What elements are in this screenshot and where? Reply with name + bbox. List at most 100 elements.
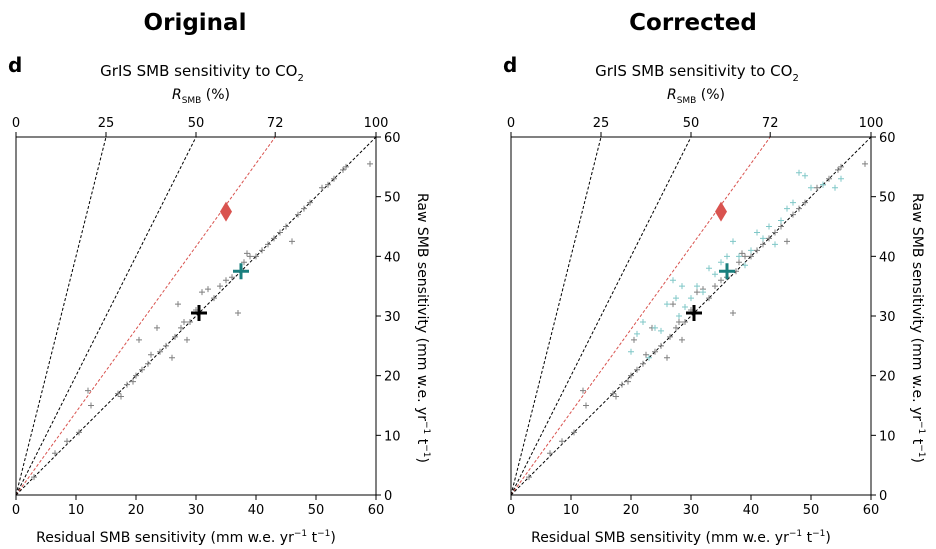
- y-tick-label: 20: [384, 370, 401, 385]
- x-axis-label-superscript-2: −1: [812, 529, 825, 539]
- x-axis-label-superscript-2: −1: [317, 529, 330, 539]
- x-tick-label: 40: [743, 503, 760, 518]
- data-point-series-1: [235, 310, 241, 317]
- data-point-series-1: [814, 184, 820, 191]
- y-tick-label: 30: [384, 310, 401, 325]
- data-point-series-1: [118, 393, 124, 400]
- data-point-series-1: [265, 241, 271, 248]
- data-point-series-1: [730, 310, 736, 317]
- data-point-series-1: [634, 366, 640, 373]
- top-title-subscript: 2: [297, 73, 303, 84]
- data-point-series-2: [730, 238, 736, 245]
- data-point-series-1: [742, 253, 748, 260]
- data-point-series-1: [319, 184, 325, 191]
- data-point-series-2: [766, 223, 772, 230]
- data-point-series-1: [289, 238, 295, 245]
- data-point-series-2: [676, 313, 682, 319]
- y-tick-label: 30: [879, 310, 896, 325]
- data-point-series-2: [664, 301, 670, 308]
- x-tick-label: 0: [507, 503, 515, 518]
- data-point-series-2: [718, 259, 724, 266]
- x-tick-label: 10: [68, 503, 85, 518]
- y-tick-label: 10: [384, 429, 401, 444]
- data-point-series-1: [613, 393, 619, 400]
- data-point-series-2: [760, 235, 766, 242]
- data-point-series-1: [835, 166, 841, 173]
- data-point-series-1: [244, 250, 250, 257]
- data-point-series-2: [640, 318, 646, 325]
- data-point-series-1: [154, 324, 160, 331]
- data-point-series-1: [583, 402, 589, 409]
- y-axis-label-superscript-2: −1: [916, 444, 926, 457]
- top-tick-label: 0: [12, 116, 20, 131]
- y-tick-label: 60: [879, 131, 896, 146]
- data-point-series-1: [862, 160, 868, 167]
- data-point-series-2: [802, 172, 808, 179]
- data-point-series-1: [340, 166, 346, 173]
- data-point-series-1: [145, 360, 151, 367]
- y-axis-label-text-2: t: [909, 434, 925, 444]
- data-point-series-1: [838, 163, 844, 170]
- data-point-series-2: [838, 175, 844, 182]
- data-point-series-1: [172, 333, 178, 340]
- ratio-line-25: [15, 136, 107, 496]
- data-point-series-2: [778, 217, 784, 224]
- data-point-series-2: [652, 324, 658, 331]
- data-point-series-1: [670, 301, 676, 308]
- data-point-series-1: [229, 274, 235, 281]
- data-point-series-1: [136, 336, 142, 343]
- data-point-series-1: [277, 229, 283, 236]
- data-point-series-1: [682, 318, 688, 325]
- top-title-text: GrIS SMB sensitivity to CO: [100, 62, 297, 80]
- top-axis-label-symbol: R: [172, 87, 182, 103]
- ratio-line-50: [15, 136, 197, 496]
- data-point-series-1: [331, 175, 337, 182]
- reference-diamond-marker: [220, 201, 232, 222]
- data-point-series-1: [271, 235, 277, 242]
- x-tick-label: 40: [248, 503, 265, 518]
- x-axis-label-text: Residual SMB sensitivity (mm w.e. yr: [531, 530, 789, 546]
- data-point-series-2: [772, 241, 778, 248]
- data-point-series-1: [619, 381, 625, 388]
- y-axis-label: Raw SMB sensitivity (mm w.e. yr−1 t−1): [909, 193, 926, 463]
- x-tick-label: 50: [308, 503, 325, 518]
- data-point-series-1: [694, 289, 700, 296]
- x-axis-label-superscript: −1: [789, 529, 802, 539]
- data-point-series-2: [628, 348, 634, 355]
- mean-cross-marker: [686, 305, 702, 322]
- x-tick-label: 10: [563, 503, 580, 518]
- y-axis-label-end: ): [909, 458, 925, 463]
- data-point-series-1: [76, 429, 82, 436]
- data-point-series-1: [718, 277, 724, 284]
- data-point-series-1: [790, 211, 796, 218]
- panel-original: Original d GrIS SMB sensitivity to CO2 RSMB…: [8, 10, 431, 546]
- data-point-series-1: [175, 301, 181, 308]
- y-tick-label: 40: [384, 250, 401, 265]
- y-tick-label: 40: [879, 250, 896, 265]
- x-tick-label: 50: [803, 503, 820, 518]
- y-tick-label: 0: [384, 489, 392, 504]
- top-tick-label: 0: [507, 116, 515, 131]
- panel-title: Original: [144, 10, 247, 36]
- x-axis-label-end: ): [330, 530, 335, 546]
- x-axis-label-end: ): [825, 530, 830, 546]
- data-point-series-1: [679, 336, 685, 343]
- data-point-series-1: [706, 295, 712, 302]
- data-point-series-1: [211, 295, 217, 302]
- data-point-series-2: [679, 283, 685, 290]
- y-tick-label: 20: [879, 370, 896, 385]
- data-point-series-1: [772, 229, 778, 236]
- data-point-series-2: [712, 271, 718, 278]
- data-point-series-1: [223, 277, 229, 284]
- top-axis-label: RSMB (%): [172, 87, 230, 106]
- y-axis-label: Raw SMB sensitivity (mm w.e. yr−1 t−1): [414, 193, 431, 463]
- ratio-line-25: [510, 136, 602, 496]
- y-axis-label-text: Raw SMB sensitivity (mm w.e. yr: [909, 193, 925, 421]
- x-axis-label-text-2: t: [307, 530, 317, 546]
- data-point-series-1: [31, 474, 37, 481]
- data-point-series-1: [610, 390, 616, 397]
- top-axis-label-subscript: SMB: [677, 96, 697, 106]
- data-point-series-2: [754, 229, 760, 236]
- top-axis-label-suffix: (%): [696, 87, 725, 103]
- x-axis-label: Residual SMB sensitivity (mm w.e. yr−1 t…: [531, 529, 831, 546]
